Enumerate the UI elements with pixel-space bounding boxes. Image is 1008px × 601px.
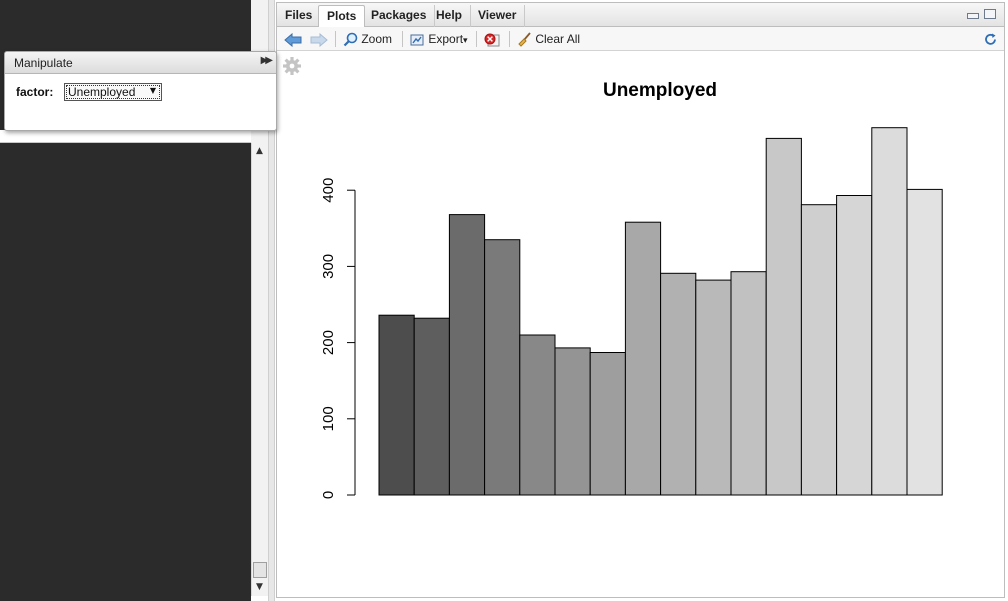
scroll-down-icon[interactable]: ▼ [256,582,263,592]
y-tick-label: 400 [320,178,337,203]
factor-select[interactable]: Unemployed ▼ [64,83,162,101]
toolbar-separator [335,31,336,47]
bar [836,195,873,496]
export-icon [410,34,424,46]
bar [624,221,662,496]
clear-all-button[interactable]: Clear All [517,31,581,48]
y-tick-label: 100 [320,406,337,431]
bar [765,137,802,496]
export-label: Export [428,32,464,46]
bar [589,352,626,496]
minimize-pane-button[interactable] [967,13,979,19]
tab-help[interactable]: Help [428,5,472,27]
plots-toolbar: Zoom Export▾ Clear All [277,27,1004,51]
bar [695,279,732,496]
back-arrow-icon[interactable] [284,31,302,47]
bar [519,334,556,496]
bar [800,204,838,496]
zoom-label: Zoom [361,32,393,46]
refresh-icon[interactable] [983,31,998,47]
forward-arrow-icon[interactable] [310,31,328,47]
zoom-button[interactable]: Zoom [343,31,392,47]
chart-title: Unemployed [603,80,717,101]
export-button[interactable]: Export▾ [410,31,468,47]
bar [448,214,486,496]
bar [413,317,450,496]
tab-packages[interactable]: Packages [363,5,436,27]
manipulate-title: Manipulate [14,56,73,70]
manipulate-header: Manipulate ▶▶ [5,52,276,74]
pane-splitter[interactable] [268,0,275,601]
gear-icon[interactable] [283,57,301,75]
y-tick-label: 200 [320,330,337,355]
tab-files[interactable]: Files [277,5,322,27]
left-pane-strip [0,130,251,143]
broom-icon [518,32,531,48]
y-axis: 0 100 200 300 400 [320,178,356,499]
factor-select-value: Unemployed [68,85,136,99]
bar [906,188,943,496]
bar [378,314,415,496]
toolbar-separator [476,31,477,47]
scroll-up-icon[interactable]: ▲ [256,146,263,156]
factor-label: factor: [16,85,54,99]
y-tick-label: 300 [320,254,337,279]
scroll-thumb[interactable] [253,562,267,578]
plot-area: Unemployed 0 100 200 300 400 [283,57,943,499]
bar [484,239,521,496]
manipulate-popup: Manipulate ▶▶ factor: Unemployed ▼ [4,51,277,131]
bar [554,347,591,496]
tab-viewer[interactable]: Viewer [470,5,526,27]
clear-all-label: Clear All [535,32,581,46]
toolbar-separator [509,31,510,47]
maximize-pane-button[interactable] [984,9,996,19]
tab-plots[interactable]: Plots [318,5,366,28]
remove-plot-button[interactable] [484,31,500,47]
bar [871,127,908,496]
pane-tabbar: Files Plots Packages Help Viewer [277,3,1004,28]
export-caret-icon: ▾ [463,35,468,45]
select-focus-ring [66,85,160,99]
toolbar-separator [402,31,403,47]
remove-plot-icon [484,33,500,47]
plots-pane: Files Plots Packages Help Viewer Zoom [276,2,1005,598]
y-tick-label: 0 [320,491,337,499]
bar [660,272,697,496]
console-scrollbar[interactable]: ▲ ▼ [251,143,268,596]
bar-group [378,127,943,496]
bar [730,271,767,496]
zoom-icon [343,33,358,47]
collapse-icon[interactable]: ▶▶ [260,55,274,66]
chevron-down-icon: ▼ [149,86,156,95]
